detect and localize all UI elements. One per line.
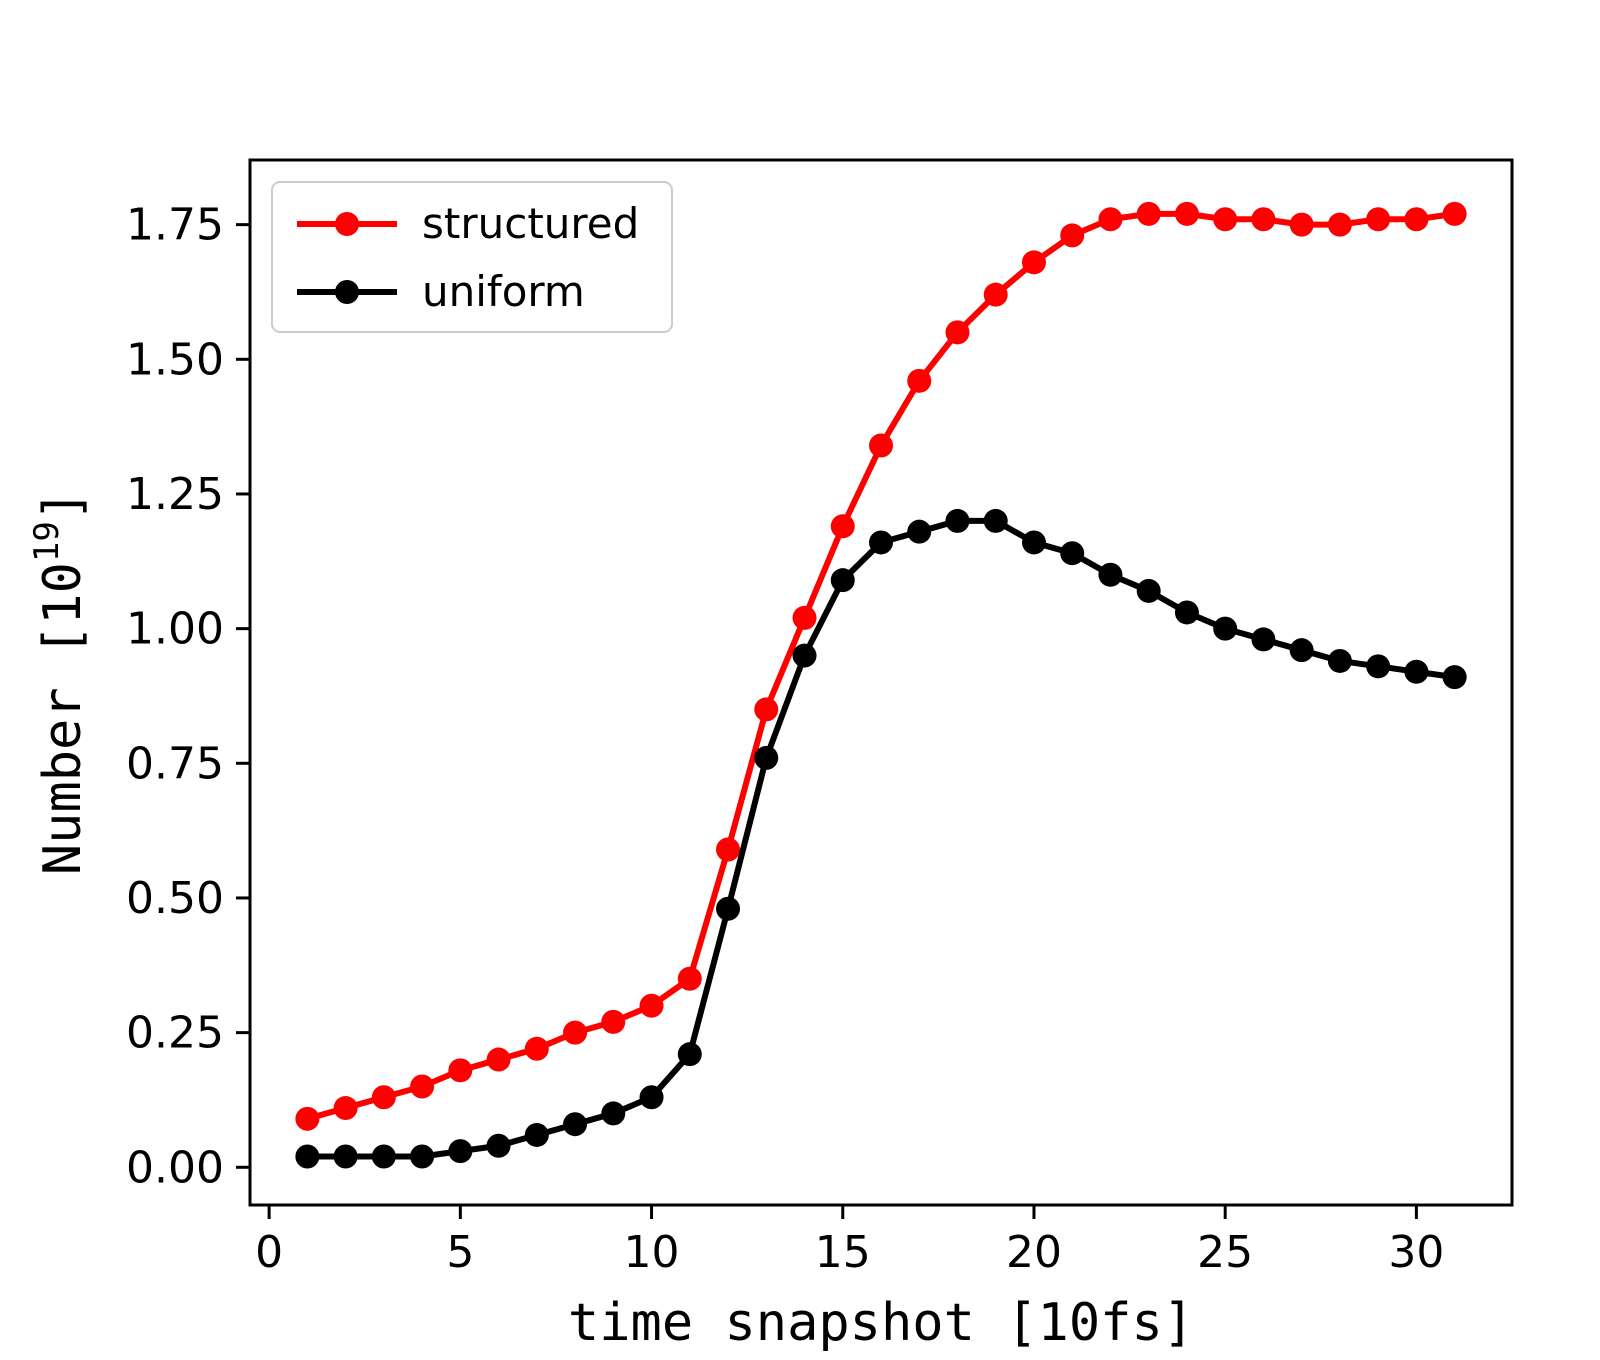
data-point-uniform [677, 1042, 702, 1067]
data-point-uniform [716, 896, 741, 921]
x-tick-label: 5 [446, 1227, 474, 1278]
data-point-uniform [869, 530, 893, 555]
data-point-structured [371, 1085, 396, 1110]
data-point-uniform [1442, 665, 1467, 690]
x-tick-label: 25 [1197, 1227, 1253, 1278]
data-point-uniform [830, 568, 855, 593]
data-point-uniform [524, 1122, 549, 1147]
data-point-structured [333, 1096, 358, 1121]
y-tick-label: 1.25 [126, 469, 224, 520]
x-axis-ticks: 0 5 10 15 20 25 30 [255, 1205, 1444, 1278]
legend-marker-uniform [335, 280, 359, 304]
data-point-uniform [639, 1085, 664, 1110]
data-point-uniform [486, 1133, 511, 1158]
data-point-uniform [792, 643, 817, 668]
x-tick-label: 10 [624, 1227, 680, 1278]
data-point-structured [677, 966, 702, 991]
data-point-structured [563, 1020, 588, 1045]
data-point-structured [1327, 212, 1352, 237]
y-tick-label: 0.00 [126, 1142, 224, 1193]
data-point-structured [410, 1074, 435, 1099]
y-tick-label: 1.75 [126, 200, 224, 251]
data-point-uniform [448, 1139, 473, 1164]
data-point-structured [524, 1036, 549, 1061]
data-point-structured [907, 368, 932, 393]
data-point-structured [1174, 201, 1199, 226]
series-markers-structured [295, 201, 1467, 1131]
x-axis-label: time snapshot [10fs] [568, 1293, 1194, 1353]
data-point-structured [792, 605, 817, 630]
plot-area [250, 160, 1512, 1205]
data-point-uniform [907, 519, 932, 544]
x-tick-label: 30 [1388, 1227, 1444, 1278]
data-point-uniform [295, 1144, 320, 1169]
data-point-uniform [1021, 530, 1046, 555]
x-tick-label: 15 [815, 1227, 871, 1278]
data-point-structured [1404, 207, 1429, 232]
data-point-uniform [371, 1144, 396, 1169]
legend-label-structured: structured [422, 199, 639, 248]
data-point-structured [601, 1009, 626, 1034]
data-point-structured [983, 282, 1008, 307]
y-tick-label: 0.25 [126, 1008, 224, 1059]
legend: structured uniform [271, 181, 673, 333]
data-point-uniform [754, 745, 779, 770]
axes-spines [248, 158, 1514, 1207]
y-tick-label: 0.75 [126, 738, 224, 789]
y-tick-label: 1.00 [126, 604, 224, 655]
data-point-structured [639, 993, 664, 1018]
data-point-uniform [1136, 578, 1161, 603]
data-point-structured [869, 433, 893, 458]
data-point-uniform [1289, 638, 1314, 663]
x-tick-label: 20 [1006, 1227, 1062, 1278]
data-point-structured [716, 837, 741, 862]
data-point-structured [1366, 207, 1391, 232]
data-point-structured [945, 320, 970, 345]
data-point-structured [1136, 201, 1161, 226]
data-point-structured [1021, 250, 1046, 275]
data-point-structured [448, 1058, 473, 1083]
data-point-uniform [1251, 627, 1276, 652]
y-tick-label: 0.50 [126, 873, 224, 924]
data-point-structured [1098, 207, 1123, 232]
data-point-uniform [1213, 616, 1238, 641]
data-point-structured [295, 1106, 320, 1131]
x-tick-label: 0 [255, 1227, 283, 1278]
data-point-structured [1060, 223, 1085, 248]
series-markers-uniform [295, 508, 1467, 1169]
data-point-uniform [945, 508, 970, 533]
data-point-uniform [1060, 541, 1085, 566]
data-point-structured [1442, 201, 1467, 226]
data-point-structured [754, 697, 779, 722]
legend-label-uniform: uniform [422, 267, 585, 316]
data-point-uniform [1174, 600, 1199, 625]
data-point-uniform [1404, 659, 1429, 684]
y-tick-label: 1.50 [126, 334, 224, 385]
data-point-uniform [601, 1101, 626, 1126]
data-point-uniform [563, 1112, 588, 1137]
data-point-structured [1213, 207, 1238, 232]
data-point-uniform [1098, 562, 1123, 587]
data-point-uniform [1327, 648, 1352, 673]
legend-marker-structured [335, 212, 359, 236]
y-axis-label: Number [1019] [27, 490, 93, 875]
data-point-structured [1251, 207, 1276, 232]
data-point-uniform [333, 1144, 358, 1169]
data-point-uniform [983, 508, 1008, 533]
data-point-structured [486, 1047, 511, 1072]
data-point-uniform [410, 1144, 435, 1169]
y-axis-ticks: 0.00 0.25 0.50 0.75 1.00 1.25 1.50 1.75 [126, 200, 250, 1193]
data-point-uniform [1366, 654, 1391, 679]
data-point-structured [830, 514, 855, 539]
data-point-structured [1289, 212, 1314, 237]
